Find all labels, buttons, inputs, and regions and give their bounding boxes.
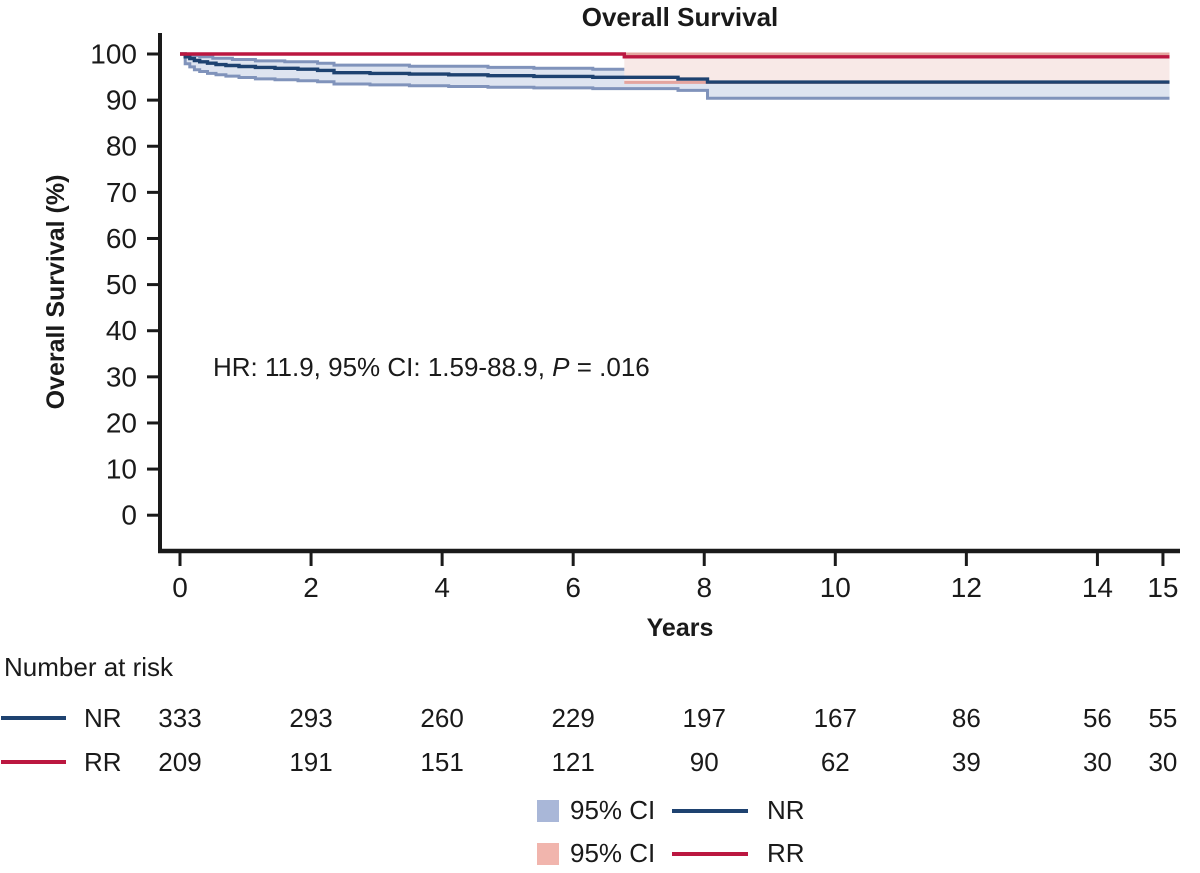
rr-risk-counts: 209 191 151 121 90 62 39 30 30 — [0, 747, 1200, 777]
nr-ci-upper-edge — [180, 52, 1170, 73]
nr-risk-counts: 333 293 260 229 197 167 86 56 55 — [0, 703, 1200, 733]
risk-count: 86 — [951, 703, 981, 733]
legend-row-nr: 95% CI NR — [537, 794, 805, 827]
risk-count: 30 — [1148, 747, 1178, 777]
x-tick-label: 10 — [820, 572, 851, 603]
y-tick-label: 30 — [106, 361, 137, 392]
rr-legend-label: RR — [767, 838, 805, 868]
y-tick-label: 0 — [121, 500, 137, 531]
risk-count: 30 — [1082, 747, 1112, 777]
risk-count: 39 — [951, 747, 981, 777]
km-chart: Overall Survival Overall Survival (%) 10… — [42, 2, 1180, 642]
risk-count: 209 — [158, 747, 202, 777]
risk-count: 293 — [289, 703, 333, 733]
x-tick-label: 4 — [434, 572, 450, 603]
y-tick-label: 80 — [106, 131, 137, 162]
hr-annotation: HR: 11.9, 95% CI: 1.59-88.9, P = .016 — [213, 352, 650, 383]
y-tick-label: 100 — [90, 39, 137, 70]
y-tick-label: 70 — [106, 177, 137, 208]
y-tick-label: 50 — [106, 269, 137, 300]
rr-line-icon — [672, 851, 748, 856]
risk-row-rr: RR 209 191 151 121 90 62 39 30 30 — [0, 744, 1200, 780]
risk-table-heading: Number at risk — [4, 652, 174, 682]
y-tick-label: 40 — [106, 315, 137, 346]
x-axis-ticks: 0 2 4 6 8 10 12 14 15 — [172, 553, 1179, 603]
risk-count: 229 — [551, 703, 595, 733]
nr-ci-swatch-icon — [537, 799, 559, 822]
x-axis-label: Years — [647, 614, 714, 642]
x-tick-label: 12 — [951, 572, 982, 603]
nr-legend-label: NR — [767, 795, 805, 825]
x-tick-label: 2 — [303, 572, 319, 603]
y-tick-label: 20 — [106, 407, 137, 438]
risk-count: 121 — [551, 747, 595, 777]
risk-count: 62 — [820, 747, 850, 777]
legend-row-rr: 95% CI RR — [537, 837, 805, 870]
nr-ci-legend-label: 95% CI — [570, 795, 656, 825]
chart-title: Overall Survival — [582, 2, 779, 32]
risk-count: 191 — [289, 747, 333, 777]
y-axis-label: Overall Survival (%) — [42, 175, 70, 410]
risk-count: 56 — [1082, 703, 1112, 733]
legend: 95% CI NR 95% CI RR — [537, 794, 805, 873]
risk-count: 151 — [420, 747, 464, 777]
nr-ci-lower-edge — [180, 52, 1170, 100]
p-value-text: = .016 — [569, 352, 650, 382]
rr-line-swatch-icon — [1, 760, 66, 764]
risk-row-nr: NR 333 293 260 229 197 167 86 56 55 — [0, 700, 1200, 736]
risk-count: 197 — [682, 703, 726, 733]
y-tick-label: 90 — [106, 85, 137, 116]
x-tick-label: 6 — [565, 572, 581, 603]
x-tick-label: 0 — [172, 572, 188, 603]
risk-count: 260 — [420, 703, 464, 733]
rr-ci-legend-label: 95% CI — [570, 838, 656, 868]
nr-line-swatch-icon — [1, 716, 66, 720]
risk-count: 333 — [158, 703, 202, 733]
p-value-symbol: P — [552, 352, 570, 382]
risk-row-label-rr: RR — [84, 747, 122, 777]
nr-line-icon — [672, 808, 748, 813]
risk-count: 167 — [813, 703, 857, 733]
y-tick-label: 10 — [106, 454, 137, 485]
x-tick-label: 15 — [1147, 572, 1178, 603]
rr-survival-curve — [180, 52, 1170, 59]
risk-count: 90 — [689, 747, 719, 777]
y-tick-label: 60 — [106, 223, 137, 254]
x-tick-label: 8 — [696, 572, 712, 603]
nr-survival-curve — [180, 52, 1170, 84]
rr-ci-band-fill — [624, 54, 1170, 83]
hr-annotation-text: HR: 11.9, 95% CI: 1.59-88.9, — [213, 352, 553, 382]
x-tick-label: 14 — [1082, 572, 1113, 603]
risk-count: 55 — [1148, 703, 1178, 733]
rr-ci-swatch-icon — [537, 842, 559, 865]
risk-row-label-nr: NR — [84, 703, 122, 733]
